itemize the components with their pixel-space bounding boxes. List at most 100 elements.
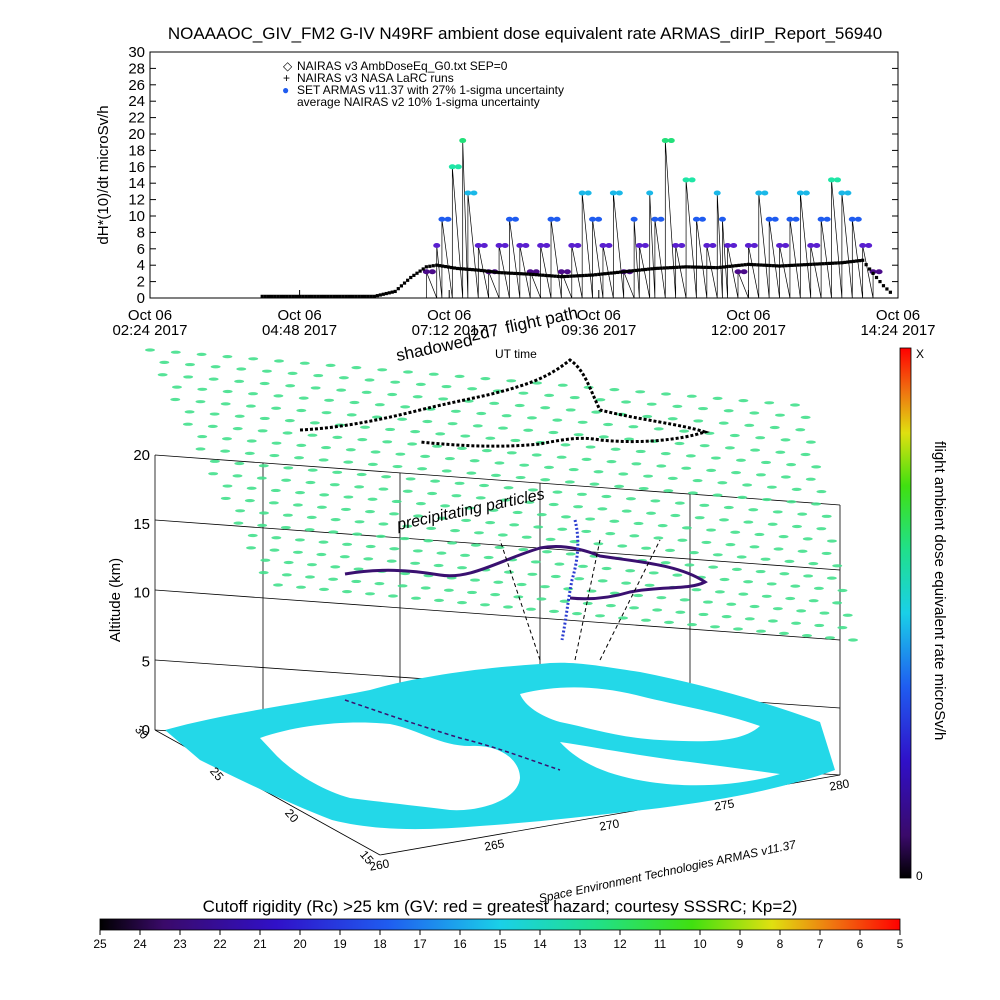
nairas-point [556,274,560,279]
y-tick-label: 10 [128,208,145,225]
x-tick-label-date: Oct 06 [577,307,621,324]
particle-cell [354,485,365,489]
particle-cell [736,555,747,559]
nairas-point [531,272,535,277]
nairas-point [372,294,376,298]
particle-cell [540,478,551,482]
nairas-point [690,265,694,269]
nairas-point [746,262,750,266]
cutoff-tick-label: 14 [533,937,547,951]
nairas-point [874,275,879,280]
particle-cell [222,484,233,488]
nairas-point [693,265,698,269]
armas-point [771,216,779,222]
armas-point [630,216,638,222]
y-tick-label: 22 [128,110,145,127]
particle-cell [532,381,542,385]
particle-cell [470,578,481,582]
particle-cell [296,443,307,447]
nairas-point [418,269,422,273]
particle-cell [660,452,671,456]
armas-point [718,216,726,222]
nairas-point [659,266,663,270]
nairas-point [500,271,504,275]
particle-cell [488,508,499,512]
particle-cell [672,404,683,408]
nairas-point [888,290,892,294]
particle-cell [761,497,772,502]
particle-cell [184,362,195,367]
dose-colorbar-label: flight ambient dose equivalent rate micr… [931,441,948,740]
particle-cell [648,571,659,575]
nairas-point [322,294,327,298]
particle-cell [797,512,808,516]
altitude-tick-label: 10 [133,585,150,602]
nairas-point [681,265,685,269]
nairas-point [868,267,872,271]
particle-cell [731,471,742,475]
particle-cell [498,426,508,430]
particle-cell [470,543,481,547]
particle-cell [411,596,421,600]
nairas-point [347,294,352,298]
x-tick-label-time: 02:24 2017 [112,322,187,339]
particle-cell [775,450,786,454]
armas-series [422,138,883,299]
particle-cell [353,567,364,571]
particle-cell [542,550,552,554]
particle-cell [618,616,628,620]
cutoff-tick-label: 20 [293,937,307,951]
particle-cell [774,413,785,417]
particle-cell [475,496,486,500]
particle-cell [306,515,317,519]
particle-cell [246,439,257,443]
nairas-point [885,287,889,291]
longitude-tick-label: 275 [713,796,735,813]
particle-cell [653,536,664,540]
nairas-point [406,278,410,282]
particle-cell [232,474,243,478]
particle-cell [618,472,629,476]
armas-point [501,243,509,249]
particle-cell [687,491,698,495]
particle-cell [750,448,761,452]
particle-cell [451,494,462,498]
armas-point [817,216,825,222]
nairas-point [467,267,471,272]
dose-colorbar-bottom: 0 [916,869,923,883]
armas-point [470,190,478,196]
particle-cell [460,434,471,438]
nairas-point [843,260,847,264]
x-tick-label-time: 14:24 2017 [860,322,935,339]
nairas-point [675,265,679,269]
particle-cell [330,517,341,522]
nairas-point [734,264,738,268]
nairas-point [360,294,364,298]
nairas-point [307,294,311,298]
particle-cell [397,417,408,421]
particle-cell [581,529,592,534]
nairas-point [569,274,573,278]
nairas-point [550,274,554,278]
particle-cell [427,491,438,496]
armas-point [859,243,867,249]
particle-cell [574,577,585,581]
particle-cell [564,480,575,484]
particle-cell [298,396,309,400]
particle-cell [457,566,468,570]
particle-cell [330,565,341,569]
particle-cell [287,371,298,375]
particle-cell [306,563,317,567]
x-tick-label-date: Oct 06 [876,307,920,324]
particle-cell [593,470,604,474]
nairas-point [578,274,582,278]
particle-cell [268,501,279,505]
armas-point [474,243,482,249]
particle-cell [310,386,321,390]
armas-point [755,190,763,196]
particle-cell [698,406,709,411]
nairas-point [881,284,886,288]
nairas-point [470,268,474,272]
particle-cell [527,572,538,576]
